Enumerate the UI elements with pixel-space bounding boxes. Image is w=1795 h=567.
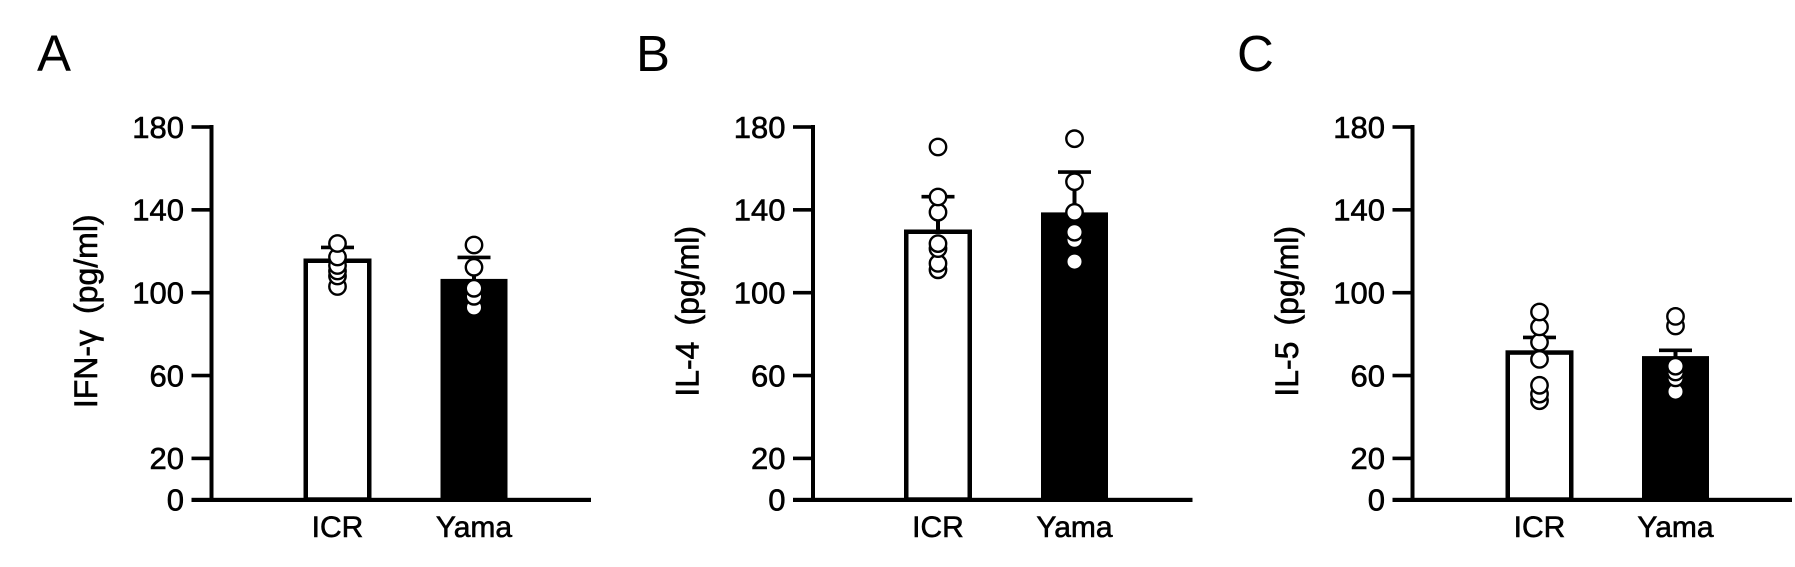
svg-text:140: 140 (734, 193, 786, 228)
svg-text:60: 60 (751, 358, 785, 393)
svg-text:180: 180 (132, 110, 184, 145)
svg-text:Yama: Yama (1036, 511, 1112, 544)
svg-text:180: 180 (734, 110, 786, 145)
svg-text:Yama: Yama (1637, 511, 1713, 544)
svg-text:140: 140 (1333, 193, 1385, 228)
svg-text:100: 100 (132, 275, 184, 310)
svg-text:0: 0 (1368, 483, 1385, 518)
svg-text:60: 60 (1351, 358, 1385, 393)
svg-text:60: 60 (150, 358, 184, 393)
svg-text:20: 20 (150, 441, 184, 476)
svg-text:Yama: Yama (436, 511, 512, 544)
svg-text:B: B (636, 25, 670, 82)
svg-text:0: 0 (768, 483, 785, 518)
svg-text:100: 100 (1333, 275, 1385, 310)
svg-text:ICR: ICR (1514, 511, 1566, 544)
svg-text:140: 140 (132, 193, 184, 228)
svg-text:ICR: ICR (912, 511, 964, 544)
svg-text:IL-5 (pg/ml): IL-5 (pg/ml) (1269, 226, 1305, 397)
svg-text:0: 0 (167, 483, 184, 518)
svg-text:IFN-γ (pg/ml): IFN-γ (pg/ml) (68, 214, 104, 408)
svg-text:IL-4 (pg/ml): IL-4 (pg/ml) (670, 226, 706, 397)
svg-text:180: 180 (1333, 110, 1385, 145)
svg-text:100: 100 (734, 275, 786, 310)
svg-text:20: 20 (1351, 441, 1385, 476)
svg-text:ICR: ICR (312, 511, 364, 544)
svg-text:20: 20 (751, 441, 785, 476)
svg-text:C: C (1237, 25, 1274, 82)
svg-text:A: A (37, 25, 71, 82)
